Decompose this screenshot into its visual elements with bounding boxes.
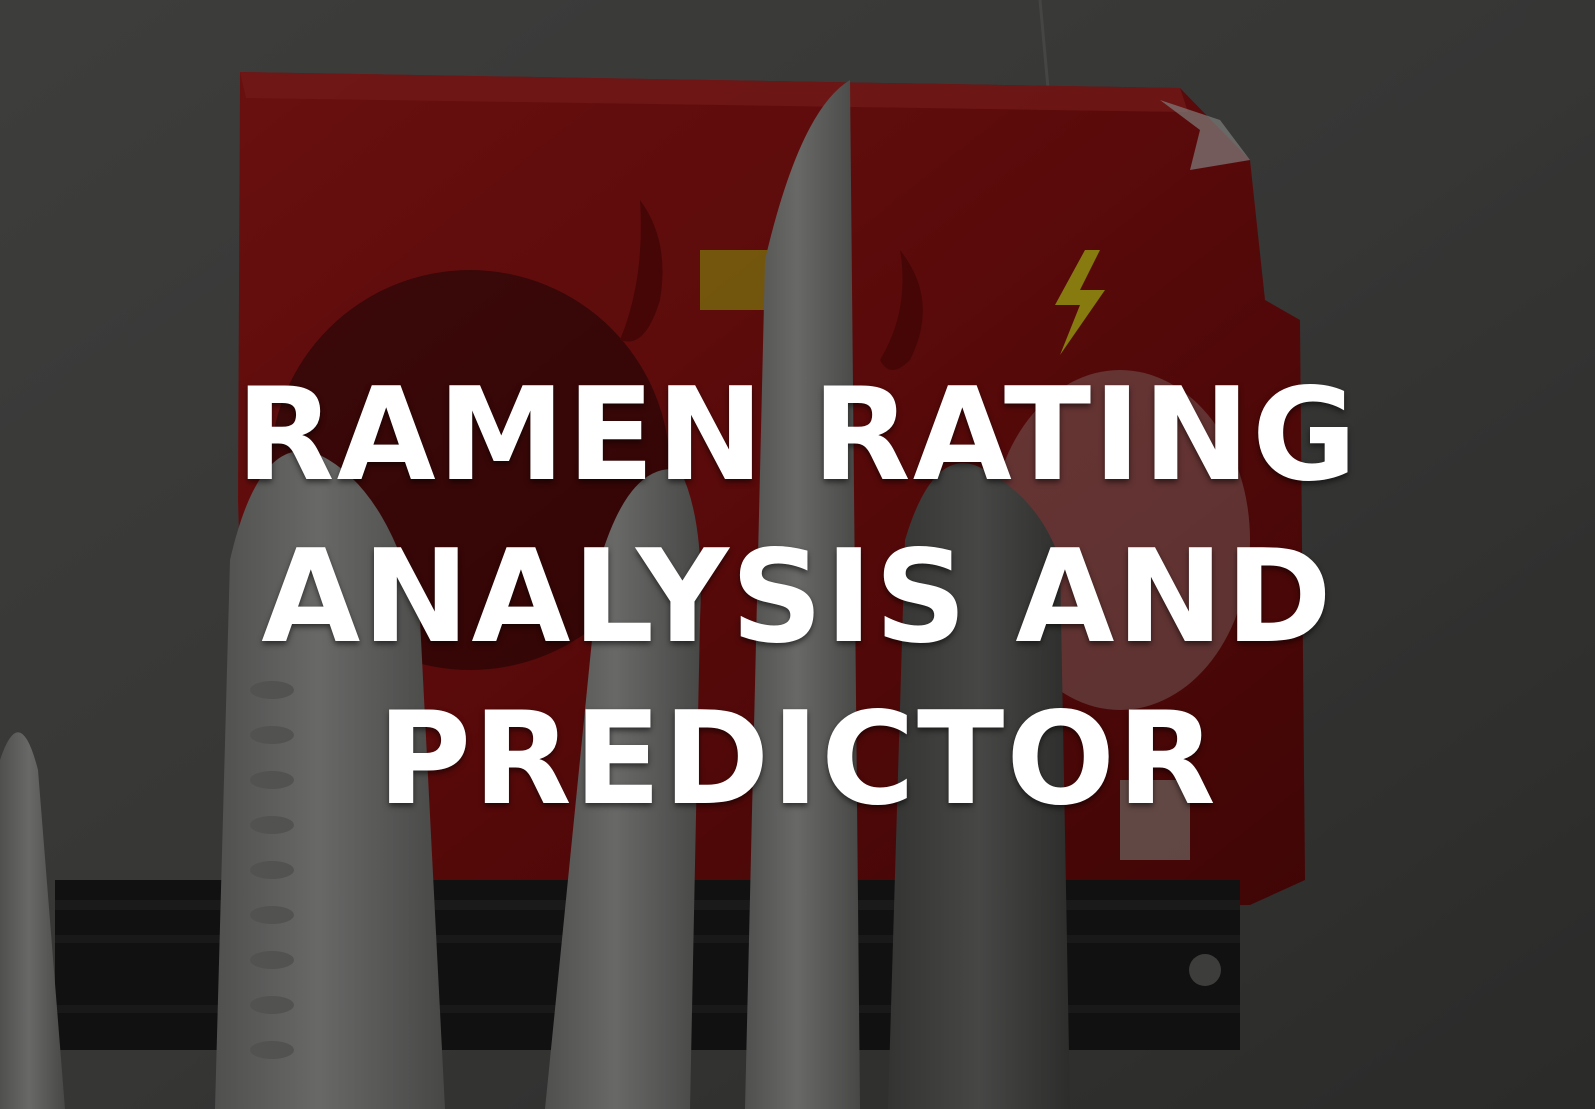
title-line-2: ANALYSIS AND: [261, 523, 1334, 672]
title-line-3: PREDICTOR: [377, 685, 1218, 834]
halal-badge: [1120, 780, 1190, 860]
package-crimp-top: [240, 72, 1188, 112]
knife-blade-dark: [888, 463, 1070, 1109]
chili-pepper-icon: [880, 250, 923, 370]
title-line-1: RAMEN RATING: [236, 361, 1359, 510]
strip-screw: [1189, 954, 1221, 986]
knife-blade-tall: [745, 80, 860, 1109]
knife-blade-santoku: [215, 450, 445, 1109]
knife-blade-left: [0, 732, 65, 1109]
knife-blade-chef-middle: [545, 469, 701, 1109]
chili-pepper-icon: [620, 200, 663, 342]
lightning-bolt-icon: [1055, 250, 1105, 355]
santoku-dimples: [250, 681, 294, 1059]
page-title: RAMEN RATING ANALYSIS AND PREDICTOR: [0, 355, 1595, 841]
package-crinkle-right: [1160, 100, 1250, 170]
